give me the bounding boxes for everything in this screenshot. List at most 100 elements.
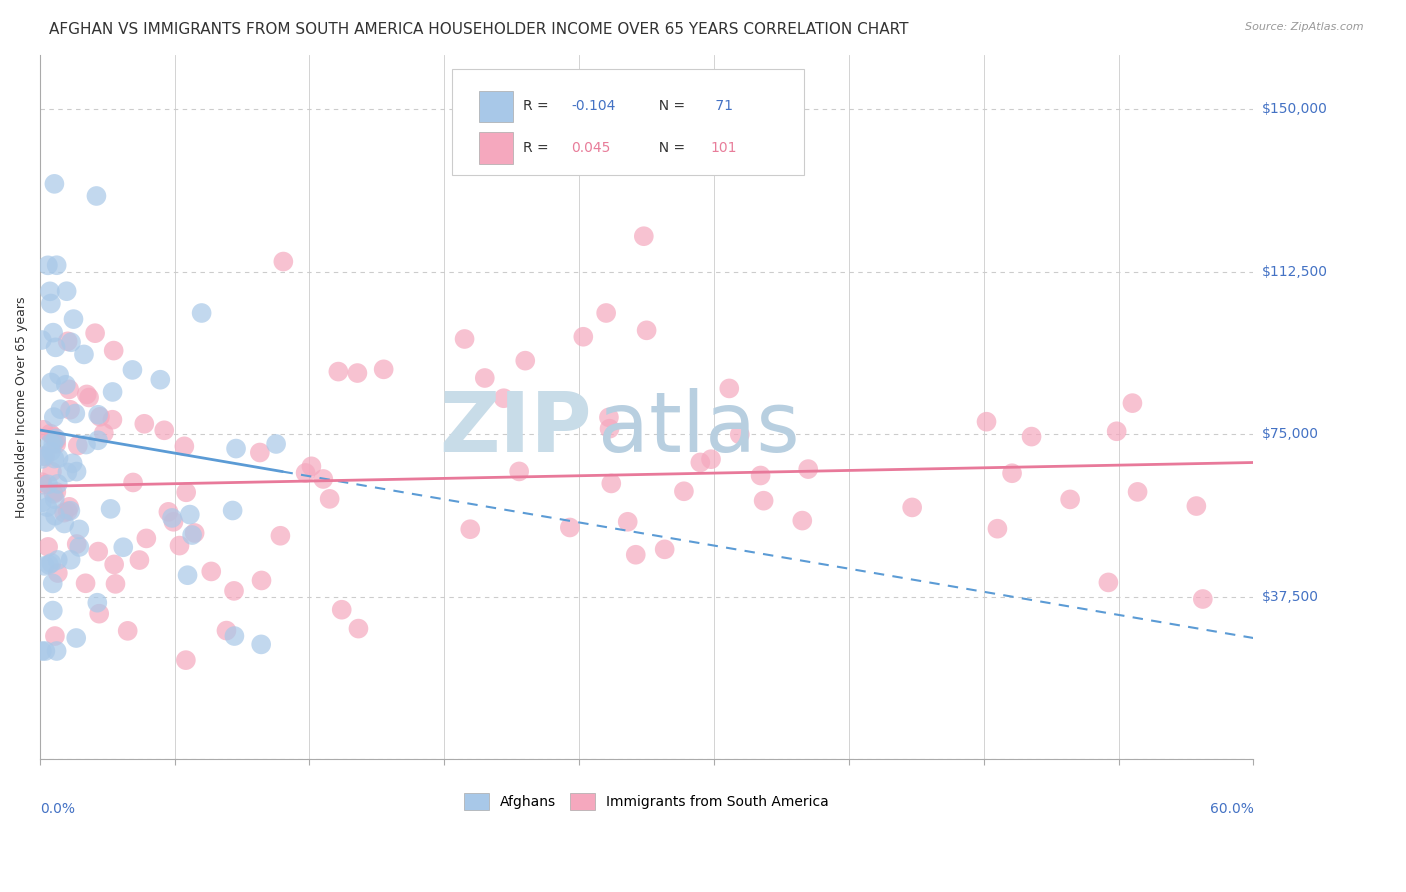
- Point: [48, 368, 70, 382]
- Point: [31, 644, 53, 658]
- Point: [49, 402, 72, 417]
- Point: [749, 468, 772, 483]
- Text: N =: N =: [650, 100, 690, 113]
- Point: [59, 553, 82, 567]
- Point: [572, 330, 595, 344]
- Point: [44, 492, 66, 507]
- Point: [224, 629, 246, 643]
- Point: [160, 511, 183, 525]
- Point: [37, 477, 59, 491]
- Point: [45, 258, 67, 272]
- Point: [117, 624, 139, 638]
- Point: [103, 558, 125, 572]
- Point: [39, 376, 62, 390]
- Point: [728, 427, 751, 442]
- Point: [66, 439, 89, 453]
- Point: [38, 558, 60, 572]
- Point: [128, 553, 150, 567]
- Point: [58, 500, 80, 514]
- FancyBboxPatch shape: [479, 91, 513, 122]
- Point: [453, 332, 475, 346]
- Point: [294, 466, 316, 480]
- Point: [135, 532, 157, 546]
- Point: [225, 442, 247, 456]
- Point: [1126, 484, 1149, 499]
- Point: [45, 485, 67, 500]
- Point: [39, 436, 62, 450]
- Text: $150,000: $150,000: [1261, 103, 1327, 116]
- Text: 71: 71: [711, 100, 733, 113]
- Point: [181, 528, 204, 542]
- Point: [222, 583, 245, 598]
- Point: [56, 504, 79, 518]
- Text: 0.0%: 0.0%: [39, 802, 75, 815]
- Point: [1021, 429, 1043, 443]
- Point: [318, 491, 340, 506]
- Point: [93, 425, 115, 440]
- FancyBboxPatch shape: [453, 70, 804, 175]
- Point: [221, 503, 243, 517]
- Point: [65, 631, 87, 645]
- Point: [34, 450, 56, 464]
- Point: [56, 334, 79, 349]
- Point: [101, 413, 124, 427]
- Point: [44, 508, 66, 523]
- Point: [515, 353, 537, 368]
- Text: $112,500: $112,500: [1261, 265, 1327, 279]
- Point: [752, 493, 775, 508]
- Point: [89, 607, 111, 621]
- Point: [44, 629, 66, 643]
- Point: [976, 415, 998, 429]
- Point: [66, 537, 89, 551]
- Text: atlas: atlas: [598, 388, 800, 469]
- Point: [616, 515, 638, 529]
- Point: [179, 508, 201, 522]
- Point: [58, 383, 80, 397]
- Point: [45, 431, 67, 445]
- Point: [273, 254, 295, 268]
- Point: [492, 391, 515, 405]
- Point: [46, 553, 69, 567]
- Point: [190, 306, 212, 320]
- Point: [86, 189, 108, 203]
- Point: [689, 455, 711, 469]
- Point: [792, 514, 814, 528]
- Text: ZIP: ZIP: [440, 388, 592, 469]
- Point: [347, 622, 370, 636]
- Point: [65, 465, 87, 479]
- Point: [32, 449, 55, 463]
- Point: [176, 568, 198, 582]
- Point: [42, 326, 65, 340]
- Point: [250, 574, 273, 588]
- Point: [1105, 424, 1128, 438]
- Point: [60, 335, 83, 350]
- Point: [46, 476, 69, 491]
- Point: [39, 296, 62, 310]
- Point: [599, 422, 621, 436]
- Point: [53, 516, 76, 531]
- Point: [901, 500, 924, 515]
- Point: [149, 373, 172, 387]
- Point: [1097, 575, 1119, 590]
- Point: [162, 515, 184, 529]
- Point: [41, 556, 63, 570]
- Point: [56, 466, 79, 480]
- Point: [173, 439, 195, 453]
- Point: [330, 603, 353, 617]
- Point: [264, 437, 287, 451]
- Point: [73, 347, 96, 361]
- Text: 101: 101: [711, 141, 737, 154]
- Point: [104, 577, 127, 591]
- Point: [373, 362, 395, 376]
- Point: [215, 624, 238, 638]
- Point: [37, 500, 59, 514]
- Point: [65, 407, 87, 421]
- Point: [48, 451, 70, 466]
- Point: [59, 504, 82, 518]
- Point: [37, 258, 59, 272]
- Point: [636, 323, 658, 337]
- Point: [89, 409, 111, 424]
- Point: [1121, 396, 1143, 410]
- Point: [87, 544, 110, 558]
- Point: [37, 540, 59, 554]
